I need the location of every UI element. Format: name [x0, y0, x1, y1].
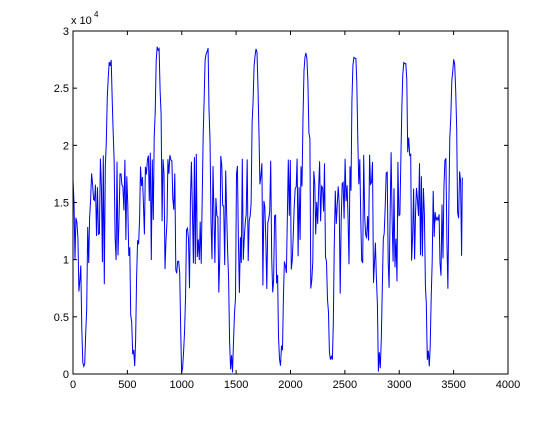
y-tick-label: 2: [63, 140, 69, 152]
y-tick-label: 1: [63, 255, 69, 267]
x-tick-label: 0: [70, 379, 76, 391]
x-tick-label: 2500: [333, 379, 357, 391]
x-tick-label: 3500: [441, 379, 465, 391]
x-tick-label: 2000: [278, 379, 302, 391]
x-tick-label: 500: [118, 379, 136, 391]
y-tick-label: 0: [63, 369, 69, 381]
y-tick-label: 0.5: [54, 312, 69, 324]
x-tick-label: 3000: [387, 379, 411, 391]
x-tick-label: 1500: [224, 379, 248, 391]
y-exponent-label: x 10: [71, 15, 92, 27]
y-exponent-power: 4: [94, 10, 99, 19]
y-tick-label: 2.5: [54, 83, 69, 95]
y-tick-label: 1.5: [54, 198, 69, 210]
x-tick-label: 1000: [170, 379, 194, 391]
x-axis-ticks: 0 500 1000 1500 2000 2500 3000 3500 4000: [70, 31, 520, 391]
series-line: [72, 46, 463, 373]
y-tick-label: 3: [63, 26, 69, 38]
x-tick-label: 4000: [496, 379, 520, 391]
series-layer: [72, 46, 463, 373]
y-axis-ticks: 0 0.5 1 1.5 2 2.5 3: [54, 26, 508, 381]
